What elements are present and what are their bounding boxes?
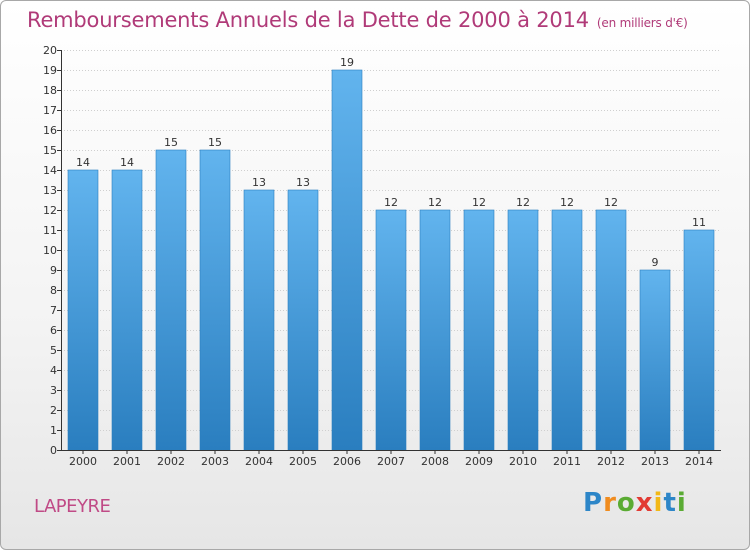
x-tick-label: 2008 [421, 455, 449, 468]
bar [507, 209, 539, 451]
y-tick-label: 2 [50, 404, 57, 417]
bar [375, 209, 407, 451]
x-tick-label: 2003 [201, 455, 229, 468]
y-tick-label: 16 [43, 124, 57, 137]
y-tick-label: 20 [43, 44, 57, 57]
y-tick-label: 15 [43, 144, 57, 157]
y-tick-label: 18 [43, 84, 57, 97]
y-tick-label: 19 [43, 64, 57, 77]
bar [199, 149, 231, 451]
data-label: 13 [296, 176, 310, 189]
x-tick-label: 2000 [69, 455, 97, 468]
data-label: 11 [692, 216, 706, 229]
data-label: 12 [604, 196, 618, 209]
x-tick-label: 2011 [553, 455, 581, 468]
y-tick-label: 0 [50, 444, 57, 457]
logo-letter: t [663, 488, 677, 518]
logo-letter: i [653, 488, 664, 518]
bar [595, 209, 627, 451]
x-tick-label: 2010 [509, 455, 537, 468]
data-label: 12 [428, 196, 442, 209]
bar [463, 209, 495, 451]
y-tick-label: 13 [43, 184, 57, 197]
x-tick-label: 2009 [465, 455, 493, 468]
x-tick-label: 2007 [377, 455, 405, 468]
x-tick-label: 2012 [597, 455, 625, 468]
y-tick-label: 5 [50, 344, 57, 357]
bar [111, 169, 143, 451]
proxiti-logo: Proxiti [583, 488, 687, 518]
x-tick-label: 2005 [289, 455, 317, 468]
data-label: 12 [472, 196, 486, 209]
y-tick-label: 8 [50, 284, 57, 297]
commune-name: LAPEYRE [34, 496, 111, 517]
bar [551, 209, 583, 451]
data-label: 14 [76, 156, 90, 169]
logo-letter: x [635, 488, 654, 518]
bars: 14 14 15 15 13 13 19 12 12 12 12 12 12 9 11 [67, 56, 715, 451]
chart-subtitle: (en milliers d'€) [596, 16, 688, 30]
x-tick-label: 2002 [157, 455, 185, 468]
bar [419, 209, 451, 451]
y-tick-label: 1 [50, 424, 57, 437]
y-tick-label: 11 [43, 224, 57, 237]
data-label: 15 [208, 136, 222, 149]
data-label: 12 [516, 196, 530, 209]
x-tick-label: 2001 [113, 455, 141, 468]
x-tick-label: 2013 [641, 455, 669, 468]
y-tick-label: 4 [50, 364, 57, 377]
logo-letter: P [583, 488, 604, 518]
x-tick-label: 2006 [333, 455, 361, 468]
bar [683, 229, 715, 451]
y-tick-label: 10 [43, 244, 57, 257]
y-tick-label: 3 [50, 384, 57, 397]
bar [287, 189, 319, 451]
y-tick-label: 14 [43, 164, 57, 177]
data-label: 9 [652, 256, 659, 269]
logo-letter: o [616, 488, 636, 518]
data-label: 13 [252, 176, 266, 189]
bar [639, 269, 671, 451]
data-label: 19 [340, 56, 354, 69]
logo-letter: i [676, 488, 687, 518]
y-tick-label: 6 [50, 324, 57, 337]
data-label: 14 [120, 156, 134, 169]
data-label: 12 [560, 196, 574, 209]
data-label: 15 [164, 136, 178, 149]
y-tick-label: 12 [43, 204, 57, 217]
chart-title: Remboursements Annuels de la Dette de 20… [27, 8, 688, 32]
logo-letter: r [603, 488, 617, 518]
bar [243, 189, 275, 451]
x-tick-label: 2014 [685, 455, 713, 468]
data-label: 12 [384, 196, 398, 209]
y-tick-label: 7 [50, 304, 57, 317]
bar [155, 149, 187, 451]
bar [331, 69, 363, 451]
y-tick-label: 9 [50, 264, 57, 277]
bar [67, 169, 99, 451]
chart-title-text: Remboursements Annuels de la Dette de 20… [27, 8, 589, 32]
y-tick-label: 17 [43, 104, 57, 117]
x-tick-label: 2004 [245, 455, 273, 468]
